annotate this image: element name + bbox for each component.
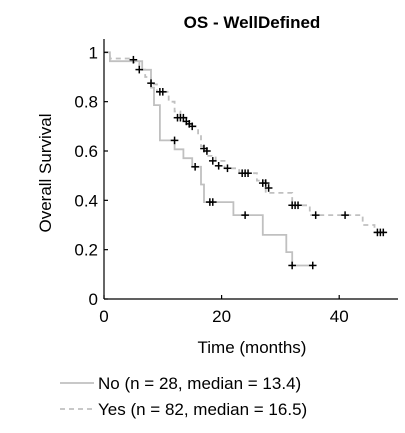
- legend-label-yes: Yes (n = 82, median = 16.5): [98, 400, 307, 419]
- censor-mark: [208, 198, 217, 206]
- censor-mark: [341, 211, 349, 219]
- censor-mark: [188, 122, 196, 131]
- censor-mark: [135, 65, 144, 74]
- censor-mark: [311, 211, 320, 219]
- censor-mark: [379, 228, 388, 237]
- y-tick-label: 0.4: [74, 191, 98, 210]
- x-tick-label: 40: [330, 307, 349, 326]
- legend: No (n = 28, median = 13.4) Yes (n = 82, …: [60, 374, 307, 419]
- censor-mark: [147, 79, 155, 87]
- censor-mark: [214, 162, 223, 170]
- y-axis-label: Overall Survival: [36, 113, 55, 232]
- censor-mark: [294, 201, 302, 210]
- y-tick-label: 1: [89, 43, 98, 62]
- censor-mark: [223, 164, 232, 173]
- censor-mark: [191, 162, 199, 171]
- censor-mark: [170, 136, 179, 145]
- censor-mark: [264, 184, 273, 192]
- series-line-1: [104, 51, 387, 234]
- y-tick-label: 0.2: [74, 241, 98, 260]
- censor-mark: [244, 169, 252, 177]
- axes: 0 0.2 0.4 0.6 0.8 1 0 20 40: [74, 39, 398, 326]
- censor-mark: [308, 261, 317, 270]
- censor-mark: [261, 179, 270, 187]
- censor-mark: [208, 157, 217, 165]
- censor-mark: [241, 211, 249, 219]
- x-axis-label: Time (months): [198, 338, 307, 357]
- y-tick-label: 0.6: [74, 142, 98, 161]
- series-line-0: [104, 51, 313, 267]
- legend-label-no: No (n = 28, median = 13.4): [98, 374, 301, 393]
- y-tick-label: 0.8: [74, 93, 98, 112]
- censor-mark: [203, 147, 211, 155]
- plot-area: [104, 51, 388, 270]
- x-tick-label: 20: [212, 307, 231, 326]
- y-tick-label: 0: [89, 290, 98, 309]
- x-tick-label: 0: [99, 307, 108, 326]
- censor-mark: [129, 55, 138, 64]
- chart-title: OS - WellDefined: [184, 13, 321, 32]
- censor-mark: [159, 88, 167, 96]
- censor-mark: [288, 261, 296, 270]
